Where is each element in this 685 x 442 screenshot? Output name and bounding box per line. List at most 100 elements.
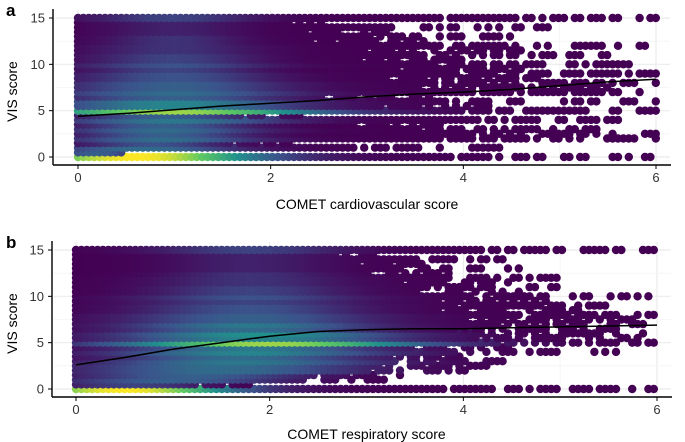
scatter-point bbox=[478, 60, 488, 69]
scatter-point bbox=[617, 245, 626, 255]
scatter-point bbox=[532, 125, 542, 134]
scatter-point bbox=[500, 125, 509, 134]
scatter-point bbox=[633, 310, 642, 320]
x-tick-label: 0 bbox=[74, 170, 81, 185]
scatter-point bbox=[541, 245, 550, 255]
scatter-point bbox=[592, 97, 601, 106]
scatter-point bbox=[606, 292, 615, 301]
scatter-point bbox=[651, 78, 660, 88]
x-tick-label: 2 bbox=[266, 402, 273, 417]
scatter-point bbox=[495, 60, 504, 69]
x-tick-label: 4 bbox=[460, 170, 467, 185]
scatter-point bbox=[511, 60, 520, 69]
scatter-point bbox=[557, 301, 567, 310]
scatter-point bbox=[516, 23, 525, 32]
panel-a-trend-line bbox=[77, 78, 657, 117]
scatter-point bbox=[498, 324, 507, 333]
scatter-point bbox=[500, 115, 509, 125]
scatter-point bbox=[559, 13, 569, 23]
scatter-point bbox=[435, 143, 444, 152]
scatter-point bbox=[565, 152, 574, 162]
panel-a-axes bbox=[52, 9, 671, 166]
scatter-point bbox=[559, 115, 569, 125]
scatter-point bbox=[381, 143, 390, 152]
scatter-point bbox=[601, 347, 610, 357]
scatter-point bbox=[457, 125, 466, 134]
scatter-point bbox=[435, 41, 444, 50]
scatter-point bbox=[613, 115, 623, 125]
x-tick-label: 0 bbox=[72, 402, 79, 417]
scatter-point bbox=[576, 13, 585, 23]
scatter-point bbox=[379, 375, 388, 384]
scatter-point bbox=[457, 32, 466, 41]
scatter-point bbox=[451, 23, 461, 32]
scatter-point bbox=[527, 50, 536, 60]
scatter-point bbox=[630, 134, 639, 143]
scatter-point bbox=[541, 292, 550, 301]
x-tick-label: 2 bbox=[267, 170, 274, 185]
scatter-point bbox=[581, 60, 590, 69]
scatter-point bbox=[613, 87, 623, 97]
scatter-point bbox=[516, 97, 525, 106]
scatter-point bbox=[466, 255, 475, 264]
scatter-point bbox=[549, 50, 558, 60]
scatter-point bbox=[503, 264, 513, 273]
scatter-point bbox=[635, 87, 644, 97]
scatter-point bbox=[563, 310, 572, 320]
scatter-point bbox=[622, 333, 631, 343]
scatter-point bbox=[525, 273, 534, 282]
scatter-point bbox=[584, 292, 594, 301]
scatter-point bbox=[476, 245, 486, 255]
scatter-point bbox=[611, 384, 621, 394]
panel-a-points bbox=[73, 13, 660, 162]
scatter-point bbox=[495, 32, 504, 41]
scatter-point bbox=[543, 69, 552, 78]
scatter-point bbox=[460, 366, 469, 375]
scatter-point bbox=[514, 384, 523, 394]
y-tick-label: 10 bbox=[30, 289, 44, 304]
scatter-point bbox=[493, 273, 502, 282]
scatter-point bbox=[646, 152, 655, 162]
scatter-point bbox=[441, 97, 450, 106]
scatter-point bbox=[525, 347, 534, 357]
scatter-point bbox=[552, 282, 561, 292]
scatter-point bbox=[495, 143, 504, 152]
scatter-point bbox=[651, 129, 660, 138]
scatter-point bbox=[514, 310, 523, 320]
scatter-point bbox=[522, 134, 531, 143]
scatter-point bbox=[576, 97, 585, 106]
scatter-point bbox=[505, 32, 515, 41]
scatter-point bbox=[592, 115, 601, 125]
scatter-point bbox=[570, 125, 579, 134]
panel-a-letter: a bbox=[6, 1, 16, 20]
scatter-point bbox=[439, 384, 448, 394]
scatter-point bbox=[611, 310, 621, 320]
y-tick-label: 15 bbox=[30, 243, 44, 258]
scatter-point bbox=[651, 13, 660, 23]
scatter-point bbox=[574, 338, 583, 347]
y-tick-label: 10 bbox=[31, 57, 45, 72]
scatter-point bbox=[644, 292, 653, 301]
scatter-point bbox=[624, 60, 633, 69]
scatter-point bbox=[489, 125, 498, 134]
scatter-point bbox=[493, 245, 502, 255]
scatter-point bbox=[484, 23, 493, 32]
scatter-point bbox=[552, 384, 561, 394]
scatter-point bbox=[495, 152, 504, 162]
y-tick-label: 5 bbox=[37, 335, 44, 350]
panel-a-x-axis-title: COMET cardiovascular score bbox=[276, 196, 459, 212]
scatter-point bbox=[451, 50, 461, 60]
scatter-point bbox=[633, 292, 642, 301]
scatter-point bbox=[574, 301, 583, 310]
scatter-point bbox=[608, 78, 617, 88]
scatter-point bbox=[360, 143, 369, 152]
scatter-point bbox=[444, 264, 453, 273]
scatter-point bbox=[397, 32, 407, 41]
scatter-point bbox=[424, 23, 434, 32]
scatter-point bbox=[522, 152, 531, 162]
scatter-point bbox=[455, 352, 464, 361]
scatter-point bbox=[482, 255, 491, 264]
